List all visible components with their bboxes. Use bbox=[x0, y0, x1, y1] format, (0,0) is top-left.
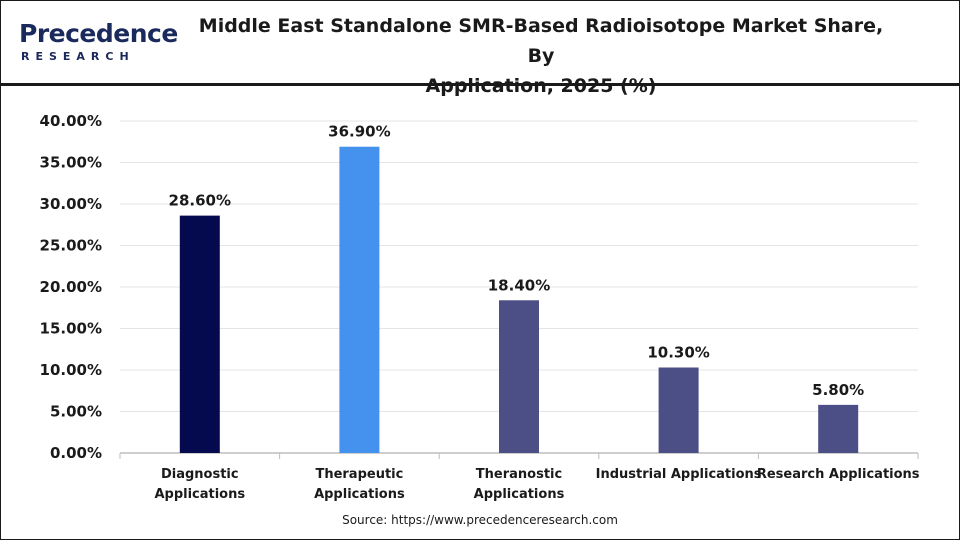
chart-title-line2: Application, 2025 (%) bbox=[425, 75, 657, 97]
y-tick-label: 10.00% bbox=[40, 361, 102, 379]
y-tick-label: 5.00% bbox=[50, 403, 102, 421]
y-tick-label: 20.00% bbox=[40, 278, 102, 296]
x-tick-label: Applications bbox=[314, 487, 405, 502]
precedence-research-logo: Precedence RESEARCH bbox=[19, 19, 178, 65]
source-note: Source: https://www.precedenceresearch.c… bbox=[342, 513, 618, 527]
x-tick-label: Theranostic bbox=[476, 467, 562, 482]
x-tick-label: Applications bbox=[474, 487, 565, 502]
data-label: 28.60% bbox=[169, 192, 231, 210]
data-label: 18.40% bbox=[488, 276, 550, 294]
y-tick-label: 0.00% bbox=[50, 444, 102, 462]
y-tick-label: 15.00% bbox=[40, 320, 102, 338]
bar bbox=[499, 300, 539, 453]
logo-sub: RESEARCH bbox=[21, 50, 135, 63]
data-label: 10.30% bbox=[647, 344, 709, 362]
x-tick-label: Applications bbox=[154, 487, 245, 502]
data-label: 36.90% bbox=[328, 123, 390, 141]
header-divider bbox=[1, 83, 959, 86]
y-tick-label: 25.00% bbox=[40, 237, 102, 255]
data-label: 5.80% bbox=[812, 381, 864, 399]
x-tick-label: Industrial Applications bbox=[596, 467, 762, 482]
y-tick-label: 40.00% bbox=[40, 112, 102, 130]
header: Precedence RESEARCH Middle East Standalo… bbox=[1, 1, 959, 97]
chart-title: Middle East Standalone SMR-Based Radiois… bbox=[191, 11, 891, 101]
bar bbox=[658, 367, 699, 453]
bar bbox=[179, 215, 220, 453]
y-tick-label: 30.00% bbox=[40, 195, 102, 213]
logo-brand: Precedence bbox=[19, 19, 178, 48]
bar bbox=[818, 404, 859, 453]
x-tick-label: Research Applications bbox=[757, 467, 920, 482]
x-tick-label: Diagnostic bbox=[161, 467, 239, 482]
y-tick-label: 35.00% bbox=[40, 154, 102, 172]
bar bbox=[339, 146, 380, 454]
chart-title-line1: Middle East Standalone SMR-Based Radiois… bbox=[198, 15, 884, 67]
bar-chart: 0.00% 5.00% 10.00% 15.00% 20.00% 25.00% 30.00%… bbox=[40, 112, 920, 502]
x-tick-label: Therapeutic bbox=[315, 467, 403, 482]
